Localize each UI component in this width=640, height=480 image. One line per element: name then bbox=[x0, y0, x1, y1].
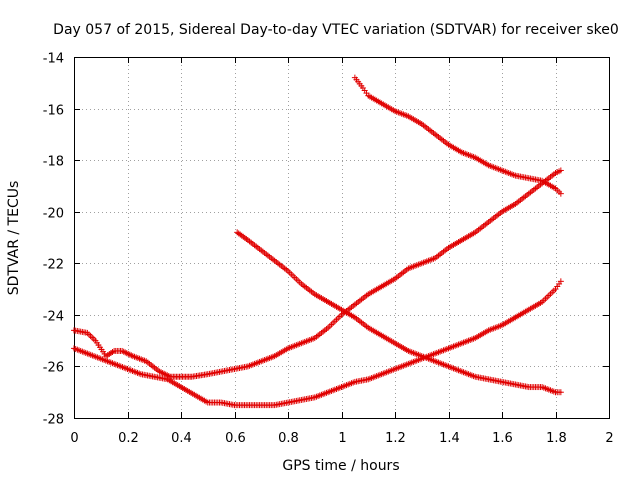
x-tick-label: 0.4 bbox=[171, 431, 192, 446]
y-tick-label: -16 bbox=[43, 104, 64, 119]
y-tick-label: -22 bbox=[43, 258, 64, 273]
x-tick-label: 2 bbox=[605, 431, 613, 446]
x-tick-label: 0.6 bbox=[225, 431, 246, 446]
y-tick-label: -28 bbox=[43, 413, 64, 428]
series bbox=[71, 167, 564, 380]
x-tick-label: 1 bbox=[338, 431, 346, 446]
series bbox=[71, 278, 564, 409]
x-tick-label: 1.6 bbox=[492, 431, 513, 446]
x-tick-label: 0.8 bbox=[278, 431, 299, 446]
y-tick-label: -26 bbox=[43, 361, 64, 376]
y-tick-label: -20 bbox=[43, 207, 64, 222]
x-tick-label: 0.2 bbox=[118, 431, 139, 446]
series bbox=[351, 74, 564, 197]
data-point bbox=[557, 389, 564, 396]
data-point bbox=[557, 167, 564, 174]
data-point bbox=[557, 190, 564, 197]
data-marks bbox=[71, 74, 564, 409]
y-tick-label: -24 bbox=[43, 310, 64, 325]
y-axis-label: SDTVAR / TECUs bbox=[6, 181, 22, 296]
x-tick-label: 1.8 bbox=[546, 431, 567, 446]
y-tick-label: -18 bbox=[43, 155, 64, 170]
chart-title: Day 057 of 2015, Sidereal Day-to-day VTE… bbox=[53, 22, 619, 38]
axis-ticks: 0 0.2 0.4 0.6 0.8 1 1.2 1.4 1.6 1.8 2 -14 -16 -18 -20 -… bbox=[43, 52, 614, 447]
x-tick-label: 0 bbox=[70, 431, 78, 446]
x-tick-label: 1.4 bbox=[439, 431, 460, 446]
grid bbox=[74, 57, 609, 418]
x-tick-label: 1.2 bbox=[385, 431, 406, 446]
series bbox=[234, 229, 564, 396]
x-axis-label: GPS time / hours bbox=[282, 458, 399, 474]
y-tick-label: -14 bbox=[43, 52, 64, 67]
data-point bbox=[557, 278, 564, 285]
